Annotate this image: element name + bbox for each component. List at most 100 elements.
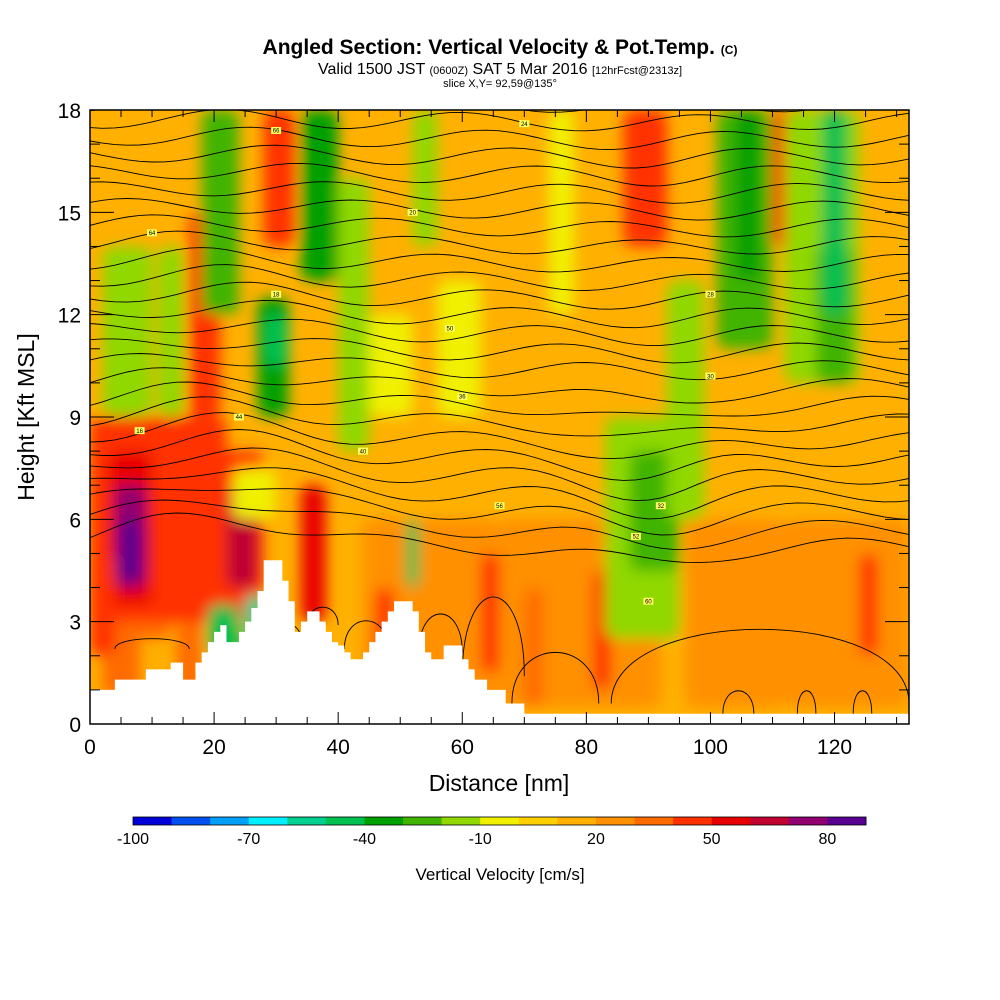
theta-contour-11	[90, 338, 909, 364]
colorbar-swatch-14	[673, 817, 713, 825]
chart-title-unit: (C)	[720, 43, 738, 57]
contour-label-bg-6	[655, 502, 666, 510]
velocity-cell-27	[102, 246, 153, 417]
contour-label-2: 20	[409, 211, 416, 217]
colorbar-swatch-18	[827, 817, 867, 825]
theta-contour-22	[90, 144, 909, 169]
colorbar-tick-1: -70	[237, 831, 260, 848]
valid-date: SAT 5 Mar 2016	[472, 61, 588, 78]
velocity-cell-32	[300, 110, 339, 281]
chart-title-text: Angled Section: Vertical Velocity & Pot.…	[262, 36, 715, 59]
colorbar-tick-0: -100	[117, 831, 149, 848]
colorbar-swatch-3	[248, 817, 288, 825]
contour-label-bg-1	[271, 290, 282, 298]
contour-label-bg-5	[705, 372, 716, 380]
y-tick-label-3: 9	[69, 407, 81, 430]
x-tick-label-0: 0	[84, 736, 96, 759]
velocity-cell-43	[822, 110, 847, 315]
contour-label-bg-7	[457, 393, 468, 401]
velocity-cell-28	[158, 246, 184, 417]
contour-label-bg-11	[631, 532, 641, 540]
theta-closed-contour-10	[852, 690, 873, 714]
theta-contour-4	[90, 447, 909, 502]
contour-label-bg-13	[643, 597, 654, 605]
theta-contour-7	[90, 396, 909, 437]
colorbar-swatch-5	[325, 817, 365, 825]
colorbar-swatch-13	[634, 817, 674, 825]
contour-label-bg-15	[271, 126, 282, 134]
colorbar: -100 -70 -40 -10 20 50 80	[117, 816, 867, 848]
colorbar-swatch-9	[480, 817, 520, 825]
contour-label-bg-2	[407, 208, 418, 216]
theta-contour-12	[90, 318, 909, 347]
theta-contour-6	[90, 412, 909, 460]
theta-contour-5	[90, 429, 909, 481]
contour-label-bg-12	[494, 502, 505, 510]
theta-closed-contour-8	[722, 690, 755, 714]
colorbar-swatch-10	[518, 817, 558, 825]
x-tick-label-5: 100	[693, 736, 728, 759]
colorbar-swatch-6	[364, 817, 404, 825]
valid-time: Valid 1500 JST	[318, 61, 426, 78]
theta-closed-contour-0	[114, 638, 190, 650]
velocity-cell-46	[369, 314, 413, 417]
contour-label-13: 60	[645, 599, 652, 605]
colorbar-swatch-15	[711, 817, 751, 825]
contour-label-0: 16	[136, 429, 143, 435]
colorbar-swatch-16	[750, 817, 790, 825]
theta-closed-contour-9	[796, 690, 817, 714]
velocity-cell-5	[685, 519, 785, 707]
theta-contour-18	[90, 214, 909, 238]
contour-label-bg-10	[444, 324, 455, 332]
velocity-cell-10	[121, 519, 140, 581]
y-tick-label-4: 12	[58, 305, 81, 328]
velocity-cell-20	[480, 553, 500, 673]
x-tick-label-3: 60	[451, 736, 474, 759]
colorbar-swatch-2	[210, 817, 250, 825]
theta-contour-1	[90, 499, 909, 550]
velocity-cell-6	[784, 519, 909, 707]
theta-contour-10	[90, 353, 909, 381]
theta-contour-3	[90, 467, 909, 520]
colorbar-swatch-4	[287, 817, 327, 825]
contour-label-5: 30	[707, 374, 714, 380]
velocity-cell-23	[623, 110, 668, 247]
theta-contour-16	[90, 247, 909, 273]
theta-contour-9	[90, 367, 909, 404]
y-tick-label-1: 3	[69, 612, 81, 635]
contour-label-bg-0	[134, 427, 145, 435]
theta-closed-contour-7	[610, 629, 909, 704]
velocity-cell-35	[406, 519, 419, 588]
valid-zulu: (0600Z)	[429, 65, 469, 77]
contour-label-4: 28	[707, 292, 714, 298]
contour-label-10: 50	[447, 327, 454, 333]
colorbar-swatch-8	[441, 817, 481, 825]
y-tick-label-0: 0	[69, 714, 81, 737]
x-tick-label-4: 80	[575, 736, 598, 759]
velocity-cell-18	[300, 485, 326, 622]
theta-contour-20	[90, 181, 909, 204]
contour-label-15: 66	[273, 129, 280, 135]
contour-label-bg-14	[147, 229, 158, 237]
velocity-cell-33	[338, 178, 370, 452]
contour-labels: 16 18 20 24 28 30 32 36 40 44 50 52 56 60 64 66	[134, 120, 716, 605]
colorbar-tick-2: -40	[353, 831, 376, 848]
contour-label-9: 44	[236, 415, 243, 421]
contour-label-14: 64	[149, 231, 156, 237]
contour-label-6: 32	[657, 504, 664, 510]
contour-label-7: 36	[459, 395, 466, 401]
colorbar-swatch-11	[557, 817, 597, 825]
terrain-fill	[90, 560, 909, 724]
velocity-cell-31	[263, 314, 289, 366]
contour-label-bg-3	[519, 120, 530, 128]
velocity-cell-34	[412, 110, 438, 247]
theta-contour-0	[90, 512, 909, 564]
velocity-cell-22	[859, 553, 878, 656]
forecast-info: [12hrFcst@2313z]	[591, 65, 682, 77]
colorbar-swatch-1	[171, 817, 211, 825]
theta-contour-21	[90, 162, 909, 187]
theta-contour-24	[90, 110, 909, 132]
colorbar-frame	[132, 816, 867, 826]
